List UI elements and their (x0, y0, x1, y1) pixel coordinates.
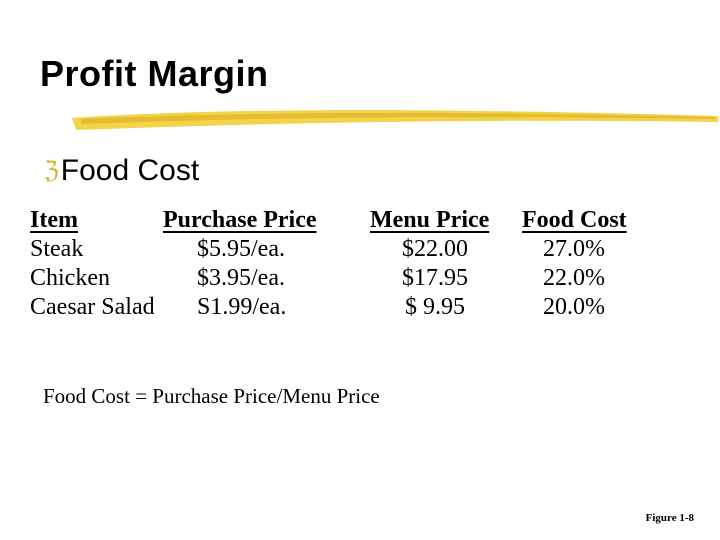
table-cell-menu-price: $ 9.95 (405, 294, 465, 320)
table-cell-item: Caesar Salad (30, 294, 155, 320)
header-food-cost: Food Cost (522, 207, 627, 233)
slide-title: Profit Margin (40, 53, 269, 94)
table-cell-item: Chicken (30, 265, 110, 291)
table-cell-item: Steak (30, 236, 84, 262)
bullet-food-cost: ℨ Food Cost (44, 156, 199, 186)
header-menu-price: Menu Price (370, 207, 490, 233)
table-cell-purchase-price: $3.95/ea. (197, 265, 285, 291)
table-cell-food-cost: 20.0% (543, 294, 605, 320)
title-underline-brushstroke (72, 110, 718, 130)
table-cell-food-cost: 27.0% (543, 236, 605, 262)
table-cell-purchase-price: S1.99/ea. (197, 294, 287, 320)
table-cell-purchase-price: $5.95/ea. (197, 236, 285, 262)
figure-label: Figure 1-8 (645, 512, 694, 524)
food-cost-formula: Food Cost = Purchase Price/Menu Price (43, 384, 380, 408)
header-item: Item (30, 207, 78, 233)
table-cell-menu-price: $17.95 (402, 265, 468, 291)
table-cell-food-cost: 22.0% (543, 265, 605, 291)
header-purchase-price: Purchase Price (163, 207, 317, 233)
bullet-arrow-icon: ℨ (44, 157, 59, 184)
bullet-text: Food Cost (60, 154, 200, 187)
table-cell-menu-price: $22.00 (402, 236, 468, 262)
